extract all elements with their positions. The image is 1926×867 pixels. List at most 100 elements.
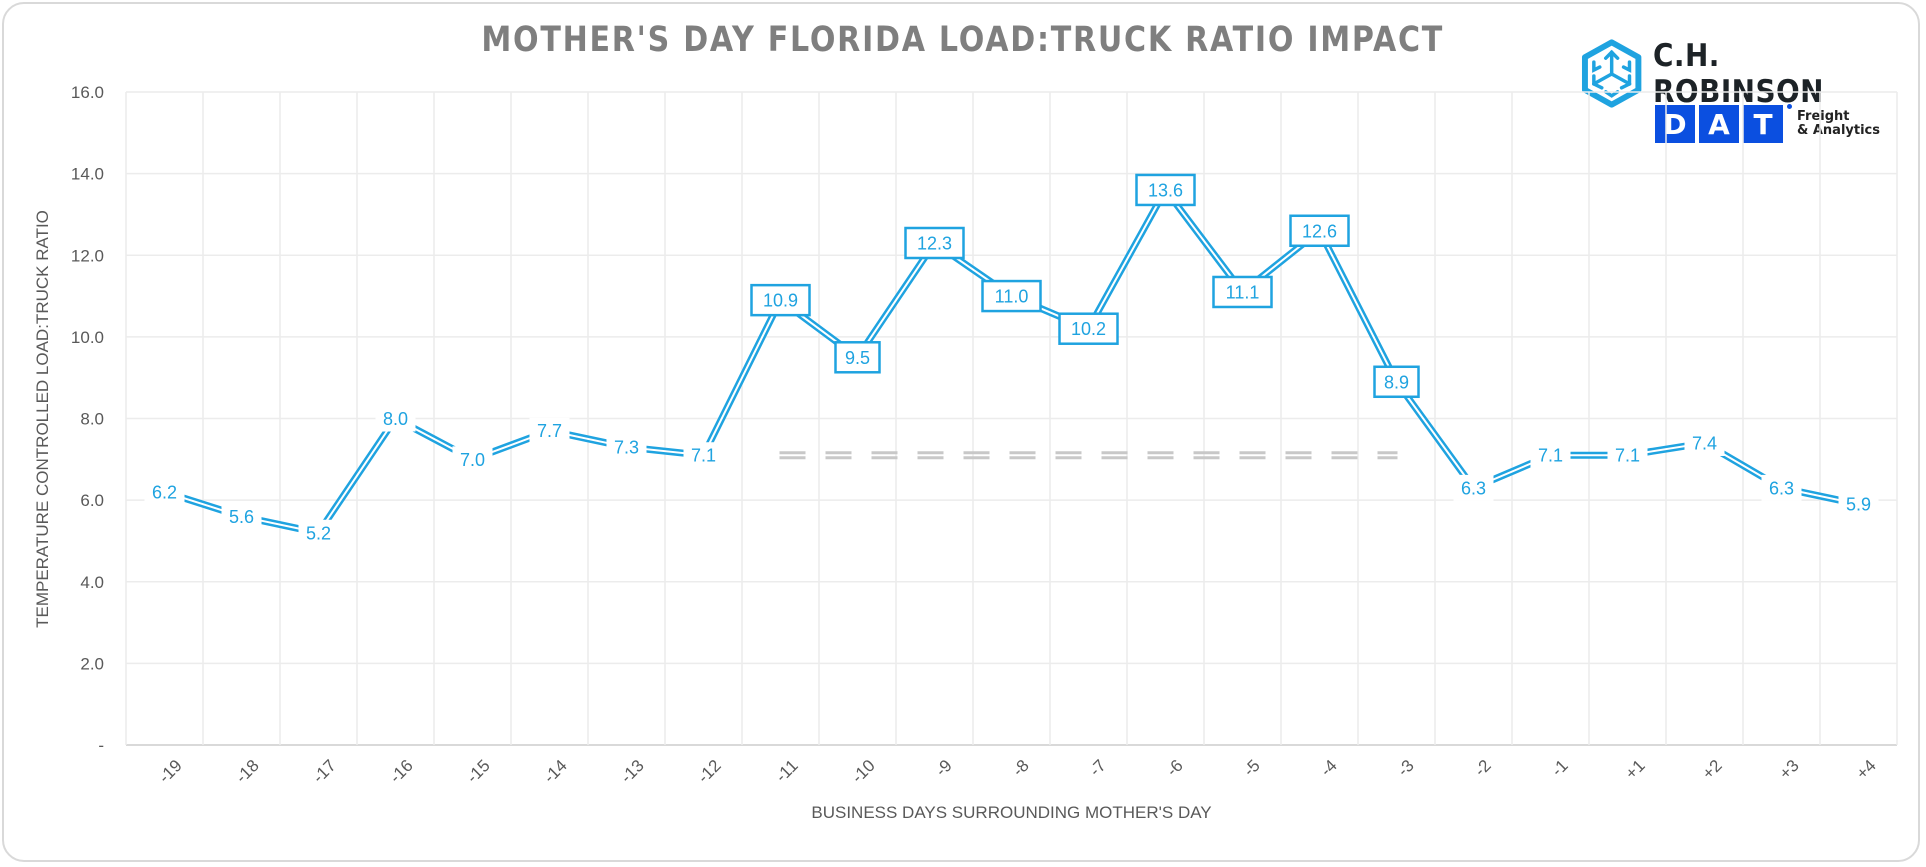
- y-axis-ticks: - 2.0 4.0 6.0 8.0 10.0 12.0 14.0 16.0: [71, 83, 104, 755]
- data-label-bg: [375, 405, 416, 432]
- ratio-series: [163, 183, 1860, 537]
- data-label-bg: [144, 478, 185, 505]
- data-label: 7.7: [529, 417, 570, 444]
- dat-subtitle-line1: Freight: [1797, 109, 1850, 124]
- data-label: 7.0: [452, 446, 493, 473]
- x-axis-title: BUSINESS DAYS SURROUNDING MOTHER'S DAY: [811, 803, 1212, 822]
- data-label: 7.1: [1530, 442, 1571, 469]
- data-label-bg: [1838, 491, 1879, 518]
- data-label: 13.6: [1135, 173, 1196, 207]
- x-tick-label: -18: [232, 756, 263, 787]
- data-label-text: 6.3: [1461, 478, 1486, 498]
- data-label-box: [1373, 365, 1420, 399]
- data-label-box: [904, 226, 965, 260]
- data-label: 7.1: [1607, 442, 1648, 469]
- x-tick-label: -3: [1394, 756, 1418, 780]
- data-label-text: 7.3: [614, 438, 639, 458]
- data-label-text: 11.0: [995, 287, 1029, 307]
- y-tick-label: -: [98, 736, 104, 755]
- data-label-box: [1289, 214, 1350, 248]
- data-label-text: 8.9: [1384, 372, 1409, 392]
- data-label: 5.9: [1838, 491, 1879, 518]
- dat-letter-d: D: [1655, 105, 1695, 143]
- data-label: 10.9: [750, 283, 811, 317]
- dat-letter-t: T: [1743, 105, 1783, 143]
- data-label-bg: [221, 503, 262, 530]
- data-label: 7.1: [683, 442, 724, 469]
- data-label-bg: [1607, 442, 1648, 469]
- data-label-text: 10.9: [763, 291, 798, 311]
- data-label-text: 7.1: [691, 446, 716, 466]
- data-label-text: 9.5: [845, 348, 870, 368]
- data-label: 8.9: [1373, 365, 1420, 399]
- data-label-bg: [298, 519, 339, 546]
- x-tick-label: -8: [1009, 756, 1033, 780]
- series-line-outer: [163, 183, 1860, 537]
- x-tick-label: -10: [848, 756, 879, 787]
- data-label-text: 5.9: [1846, 495, 1871, 515]
- data-label: 12.6: [1289, 214, 1350, 248]
- x-tick-label: -1: [1548, 756, 1572, 780]
- data-label: 5.6: [221, 503, 262, 530]
- y-tick-label: 4.0: [80, 573, 104, 592]
- x-tick-label: +1: [1622, 756, 1649, 783]
- x-tick-label: -13: [617, 756, 648, 787]
- x-tick-label: -4: [1317, 756, 1341, 780]
- chart-title-text: MOTHER'S DAY FLORIDA LOAD:TRUCK RATIO IM…: [481, 20, 1445, 60]
- x-tick-label: -7: [1086, 756, 1110, 780]
- gridlines: [125, 91, 1898, 746]
- data-label-bg: [1684, 429, 1725, 456]
- dat-registered-dot: [1787, 104, 1792, 109]
- hexagon-cube-arrows-icon: [1581, 39, 1642, 108]
- x-tick-label: -12: [694, 756, 725, 787]
- y-tick-label: 10.0: [71, 328, 104, 347]
- y-tick-label: 12.0: [71, 246, 104, 265]
- data-label-text: 7.7: [537, 421, 562, 441]
- data-label-text: 8.0: [383, 409, 408, 429]
- data-label: 5.2: [298, 519, 339, 546]
- data-label-text: 6.2: [152, 482, 177, 502]
- data-label-box: [1058, 312, 1119, 345]
- x-tick-label: -6: [1163, 756, 1187, 780]
- y-tick-label: 6.0: [80, 491, 104, 510]
- data-label-bg: [606, 434, 647, 461]
- dat-logo: D A T Freight & Analytics: [1655, 104, 1880, 143]
- data-label-text: 7.4: [1692, 433, 1717, 453]
- data-label-box: [981, 279, 1042, 313]
- dat-subtitle-line2: & Analytics: [1797, 123, 1880, 138]
- data-label-box: [750, 283, 811, 317]
- data-label-text: 7.1: [1538, 446, 1563, 466]
- x-tick-label: -17: [309, 756, 340, 787]
- data-label: 6.3: [1453, 474, 1494, 501]
- x-tick-label: -11: [772, 756, 802, 786]
- data-label-text: 7.0: [460, 450, 485, 470]
- data-label-text: 5.6: [229, 507, 254, 527]
- x-tick-label: -16: [386, 756, 417, 787]
- x-tick-label: -15: [463, 756, 494, 787]
- x-tick-label: +2: [1699, 756, 1726, 783]
- y-tick-label: 14.0: [71, 165, 104, 184]
- data-label-box: [1135, 173, 1196, 207]
- x-tick-label: -19: [155, 756, 186, 787]
- x-tick-label: -2: [1471, 756, 1495, 780]
- data-label-text: 12.3: [917, 234, 952, 254]
- data-label: 11.0: [981, 279, 1042, 313]
- data-label-text: 5.2: [306, 523, 331, 543]
- data-labels: 6.2 5.6 5.2 8.0 7.0 7.7 7.3 7.1 10.9 9.5 12.3 11.0 1…: [144, 173, 1879, 546]
- data-label-bg: [1761, 474, 1802, 501]
- data-label: 10.2: [1058, 312, 1119, 345]
- dat-letter-a: A: [1699, 105, 1739, 143]
- x-tick-label: +3: [1776, 756, 1803, 783]
- y-tick-label: 2.0: [80, 654, 104, 673]
- x-axis-ticks: -19 -18 -17 -16 -15 -14 -13 -12 -11 -10 -9 -8 -7 -6 -5…: [155, 756, 1880, 787]
- y-tick-label: 8.0: [80, 410, 104, 429]
- y-tick-label: 16.0: [71, 83, 104, 102]
- data-label-box: [834, 341, 881, 374]
- data-label-text: 10.2: [1071, 319, 1106, 339]
- data-label-bg: [452, 446, 493, 473]
- x-tick-label: -5: [1240, 756, 1264, 780]
- data-label: 6.2: [144, 478, 185, 505]
- data-label: 11.1: [1212, 275, 1273, 309]
- data-label: 9.5: [834, 341, 881, 374]
